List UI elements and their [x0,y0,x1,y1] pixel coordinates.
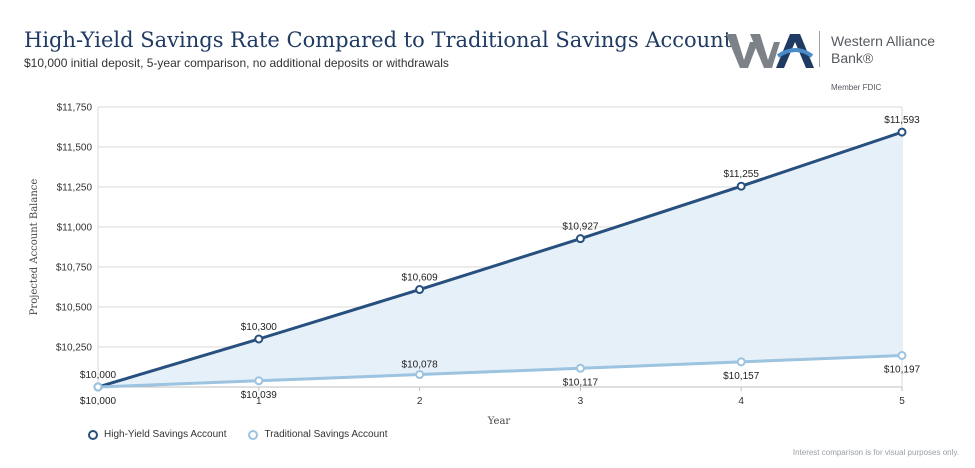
data-point-high-yield [575,234,585,244]
x-tick-label: 1 [256,396,262,407]
data-label-traditional: $10,117 [563,377,599,388]
x-tick-label: 2 [417,396,423,407]
data-label-traditional: $10,197 [884,364,921,375]
data-point-traditional [897,350,907,360]
y-tick-label: $11,500 [57,143,93,154]
member-fdic: Member FDIC [831,83,882,92]
data-label-high-yield: $11,593 [884,115,920,126]
data-label-high-yield: $10,000 [80,370,117,381]
logo-divider [819,31,820,67]
data-point-traditional [93,382,103,392]
y-tick-label: $11,000 [57,223,93,234]
data-point-high-yield [254,334,264,344]
y-tick-label: $10,500 [56,303,93,314]
data-label-high-yield: $10,609 [402,273,439,284]
y-axis-label: Projected Account Balance [29,179,40,316]
x-tick-label: 4 [738,396,744,407]
legend-label-traditional: Traditional Savings Account [264,429,388,440]
data-point-traditional [575,363,585,373]
series-line-traditional [97,353,903,389]
data-label-traditional: $10,078 [402,360,439,371]
y-tick-label: $10,750 [56,263,93,274]
series-line-high-yield [97,130,903,389]
x-tick-label: 3 [578,396,584,407]
data-point-high-yield [736,181,746,191]
brand-name-line2: Bank® [831,50,874,66]
data-point-traditional [254,376,264,386]
data-point-high-yield [897,127,907,137]
brand-name-line1: Western Alliance [831,33,936,49]
data-label-traditional: $10,000 [80,396,117,407]
wab-logo-icon [726,34,814,68]
legend: High-Yield Savings Account Traditional S… [88,429,388,440]
legend-marker-high-yield [88,429,98,440]
y-tick-label: $10,250 [56,343,93,354]
legend-item-traditional: Traditional Savings Account [248,429,388,440]
data-point-high-yield [415,285,425,295]
footnote: Interest comparison is for visual purpos… [792,448,959,457]
difference-area [98,132,902,387]
legend-marker-traditional [248,429,259,440]
y-tick-label: $11,750 [57,103,93,114]
x-tick-label: 5 [899,396,905,407]
data-label-high-yield: $11,255 [723,169,759,180]
brand-name: Western Alliance Bank® [831,33,935,67]
data-label-high-yield: $10,300 [241,322,278,333]
legend-label-high-yield: High-Yield Savings Account [104,429,227,440]
legend-item-high-yield: High-Yield Savings Account [88,429,226,440]
data-label-traditional: $10,039 [241,390,278,401]
data-label-high-yield: $10,927 [562,222,599,233]
data-label-traditional: $10,157 [723,371,760,382]
x-axis-label: Year [487,416,511,427]
y-tick-label: $11,250 [57,183,93,194]
data-point-traditional [415,370,425,380]
chart-title: High-Yield Savings Rate Compared to Trad… [24,28,733,52]
chart-subtitle: $10,000 initial deposit, 5-year comparis… [24,56,449,70]
data-point-traditional [736,357,746,367]
